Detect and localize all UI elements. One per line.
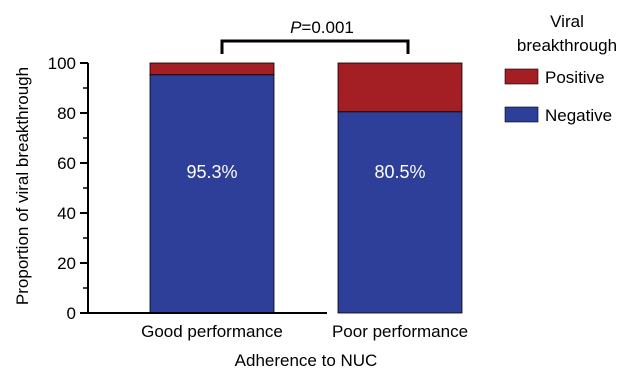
y-ticks-group: 0 20 40 60 80 100 [48,54,88,323]
x-tick-label-poor-performance: Poor performance [332,322,468,341]
p-value-symbol: P [290,18,302,37]
legend-swatch-positive [504,68,539,85]
bar-label-good-performance: 95.3% [186,162,237,182]
y-tick-label-100: 100 [48,54,76,73]
legend-label-negative: Negative [545,106,612,125]
bar-segment-positive-good-performance [149,62,275,76]
legend-swatch-negative [504,106,539,123]
bar-segment-negative-poor-performance [337,111,463,314]
y-tick-label-0: 0 [67,304,76,323]
legend-title-line-1: Viral [550,12,584,31]
x-tick-label-good-performance: Good performance [141,322,283,341]
y-tick-label-40: 40 [57,204,76,223]
bar-label-poor-performance: 80.5% [374,162,425,182]
p-value-annotation: P=0.001 [290,18,354,37]
legend-title-line-2: breakthrough [517,36,617,55]
y-tick-label-20: 20 [57,254,76,273]
bar-segment-negative-good-performance [149,74,275,314]
legend-label-positive: Positive [545,68,605,87]
bars-group [149,62,463,314]
p-value-number: =0.001 [301,18,353,37]
y-axis-title: Proportion of viral breakthrough [13,67,32,305]
bar-segment-positive-poor-performance [337,62,463,113]
significance-bracket [220,39,410,54]
y-tick-label-60: 60 [57,154,76,173]
y-tick-label-80: 80 [57,104,76,123]
x-axis-title: Adherence to NUC [235,351,378,370]
